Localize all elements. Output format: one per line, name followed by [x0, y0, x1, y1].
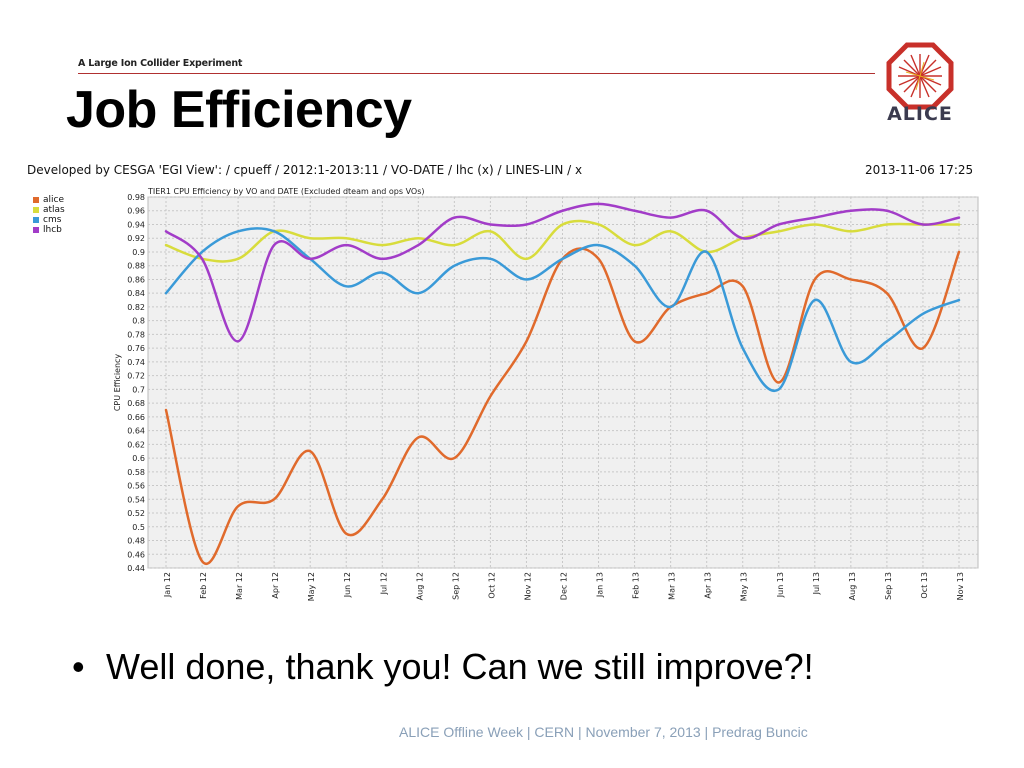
x-tick-label: Dec 12 [560, 572, 569, 600]
x-tick-label: Aug 12 [415, 572, 424, 600]
x-tick-label: May 13 [740, 572, 749, 601]
y-tick-label: 0.52 [127, 509, 145, 518]
footer-text: ALICE Offline Week | CERN | November 7, … [399, 724, 808, 740]
x-tick-label: Jul 13 [812, 572, 821, 595]
x-tick-label: Jan 12 [163, 572, 172, 598]
legend-swatch [33, 207, 39, 213]
legend-label: atlas [43, 205, 65, 215]
x-tick-label: Jan 13 [596, 572, 605, 598]
x-tick-label: Feb 12 [199, 572, 208, 599]
x-tick-label: Apr 13 [704, 572, 713, 599]
y-tick-label: 0.66 [127, 413, 145, 422]
x-tick-label: Oct 13 [920, 572, 929, 599]
alice-logo-text: ALICE [887, 103, 953, 125]
chart-developed-by: Developed by CESGA 'EGI View': / cpueff … [27, 163, 583, 177]
y-tick-label: 0.86 [127, 275, 145, 284]
y-tick-label: 0.82 [127, 303, 145, 312]
y-tick-label: 0.96 [127, 207, 145, 216]
y-tick-label: 0.5 [132, 523, 145, 532]
page-title: Job Efficiency [66, 81, 412, 139]
y-tick-label: 0.64 [127, 427, 145, 436]
legend-label: lhcb [43, 225, 62, 235]
y-tick-label: 0.46 [127, 550, 145, 559]
x-tick-label: Aug 13 [848, 572, 857, 600]
x-tick-label: Sep 13 [884, 572, 893, 600]
x-tick-label: Mar 12 [235, 572, 244, 600]
y-tick-label: 0.7 [132, 385, 145, 394]
y-tick-label: 0.58 [127, 468, 145, 477]
y-tick-label: 0.94 [127, 220, 145, 229]
x-tick-label: Apr 12 [271, 572, 280, 599]
chart-legend: alice atlas cms lhcb [33, 195, 65, 235]
y-tick-label: 0.92 [127, 234, 145, 243]
legend-label: cms [43, 215, 62, 225]
x-tick-label: Oct 12 [487, 572, 496, 599]
y-tick-label: 0.8 [132, 317, 145, 326]
series-line-atlas [164, 219, 961, 263]
y-tick-label: 0.84 [127, 289, 145, 298]
experiment-subtitle: A Large Ion Collider Experiment [78, 58, 243, 69]
legend-item-atlas: atlas [33, 205, 65, 215]
legend-swatch [33, 227, 39, 233]
y-tick-label: 0.88 [127, 262, 145, 271]
series-line-cms [164, 227, 961, 393]
y-axis-label: CPU Efficiency [113, 354, 122, 412]
series-line-lhcb [164, 202, 961, 343]
y-tick-label: 0.44 [127, 564, 145, 573]
x-tick-label: Nov 13 [956, 572, 965, 600]
bullet-item: • Well done, thank you! Can we still imp… [72, 646, 814, 688]
y-tick-label: 0.62 [127, 440, 145, 449]
legend-item-alice: alice [33, 195, 65, 205]
x-tick-label: Nov 12 [523, 572, 532, 600]
alice-logo-icon [886, 42, 954, 110]
legend-label: alice [43, 195, 65, 205]
legend-swatch [33, 197, 39, 203]
x-tick-label: Sep 12 [451, 572, 460, 600]
y-tick-label: 0.78 [127, 330, 145, 339]
x-tick-label: Jun 13 [776, 572, 785, 598]
chart-title: TIER1 CPU Efficiency by VO and DATE (Exc… [147, 187, 425, 196]
y-tick-label: 0.54 [127, 495, 145, 504]
chart-timestamp: 2013-11-06 17:25 [865, 163, 974, 177]
x-tick-label: Feb 13 [632, 572, 641, 599]
y-tick-label: 0.48 [127, 537, 145, 546]
bullet-dot: • [72, 646, 85, 687]
y-tick-label: 0.56 [127, 482, 145, 491]
y-tick-label: 0.9 [132, 248, 145, 257]
legend-item-lhcb: lhcb [33, 225, 65, 235]
x-tick-label: May 12 [307, 572, 316, 601]
y-tick-label: 0.98 [127, 193, 145, 202]
header-rule [78, 73, 875, 74]
y-tick-label: 0.76 [127, 344, 145, 353]
legend-item-cms: cms [33, 215, 65, 225]
bullet-text: Well done, thank you! Can we still impro… [106, 646, 814, 687]
y-tick-label: 0.6 [132, 454, 145, 463]
legend-swatch [33, 217, 39, 223]
x-tick-label: Jun 12 [343, 572, 352, 598]
x-tick-label: Jul 12 [379, 572, 388, 595]
y-tick-label: 0.68 [127, 399, 145, 408]
y-tick-label: 0.74 [127, 358, 145, 367]
y-tick-label: 0.72 [127, 372, 145, 381]
x-tick-label: Mar 13 [668, 572, 677, 600]
